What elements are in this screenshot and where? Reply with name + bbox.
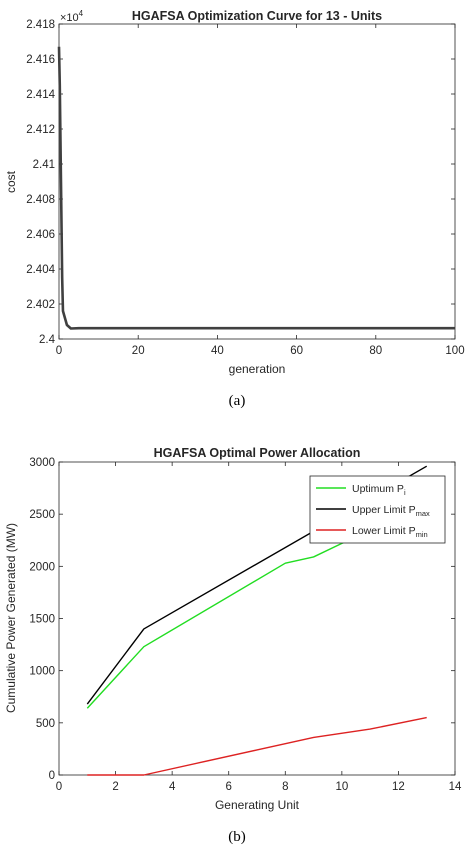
chart-a-y-tick-label: 2.404: [26, 264, 55, 276]
chart-a-y-tick-label: 2.402: [26, 299, 55, 311]
chart-a-y-multiplier: ×104: [60, 9, 84, 24]
chart-a-x-tick-label: 0: [56, 345, 62, 357]
chart-b-y-tick-label: 2500: [29, 509, 55, 521]
chart-b-x-tick-label: 6: [226, 781, 232, 793]
chart-b-legend-entry-1: Upper Limit Pmax: [352, 504, 430, 518]
chart-a-series-line-0: [57, 46, 455, 330]
chart-b-legend-label-1: Upper Limit P: [352, 504, 416, 516]
chart-b-legend-label-0: Uptimum P: [352, 483, 404, 495]
chart-a-y-multiplier-base: ×10: [60, 12, 79, 24]
chart-a-y-tick-label: 2.406: [26, 229, 55, 241]
chart-b-series-line-2: [87, 716, 427, 776]
chart-a-y-tick-label: 2.4: [39, 334, 56, 346]
chart-b-y-tick-label: 0: [49, 770, 55, 782]
chart-b-x-tick-label: 2: [112, 781, 118, 793]
chart-a-y-multiplier-exponent: 4: [79, 9, 84, 18]
chart-a-y-tick-label: 2.418: [26, 19, 55, 31]
chart-a-x-tick-label: 100: [445, 345, 464, 357]
chart-panel-a: HGAFSA Optimization Curve for 13 - Units…: [4, 9, 465, 409]
chart-b-legend-subscript-2: min: [416, 530, 428, 539]
chart-a-y-tick-label: 2.41: [33, 159, 55, 171]
chart-b-y-tick-label: 1500: [29, 614, 55, 626]
chart-b-y-tick-label: 1000: [29, 666, 55, 678]
chart-a-y-tick-label: 2.414: [26, 89, 55, 101]
chart-b-title: HGAFSA Optimal Power Allocation: [154, 446, 361, 460]
chart-a-plot-area: 0 20 40 60 80 1002.42.4022.4042.4062.4082.412…: [26, 19, 464, 357]
chart-a-x-tick-label: 40: [211, 345, 224, 357]
chart-b-legend-entry-0: Uptimum Pi: [352, 483, 406, 497]
chart-a-axes-box: [58, 23, 456, 340]
chart-a-x-tick-label: 20: [132, 345, 145, 357]
chart-b-legend-label-2: Lower Limit P: [352, 525, 416, 537]
chart-b-x-tick-label: 12: [392, 781, 405, 793]
chart-a-title: HGAFSA Optimization Curve for 13 - Units: [132, 9, 382, 23]
chart-b-y-tick-label: 500: [36, 718, 55, 730]
chart-b-y-axis-label: Cumulative Power Generated (MW): [4, 523, 18, 713]
chart-a-y-tick-label: 2.408: [26, 194, 55, 206]
chart-b-y-tick-label: 2000: [29, 561, 55, 573]
chart-b-legend-subscript-1: max: [416, 509, 430, 518]
chart-a-panel-caption: (a): [229, 393, 246, 409]
chart-b-panel-caption: (b): [228, 829, 246, 845]
chart-a-x-axis-label: generation: [229, 362, 286, 376]
chart-b-x-tick-label: 4: [169, 781, 176, 793]
chart-b-x-tick-label: 10: [335, 781, 348, 793]
chart-panel-b: HGAFSA Optimal Power Allocation 0 2 4 6 8 10 1…: [4, 446, 462, 845]
chart-b-x-tick-label: 8: [282, 781, 288, 793]
chart-b-legend-subscript-0: i: [404, 488, 406, 497]
chart-b-legend-entry-2: Lower Limit Pmin: [352, 525, 428, 539]
chart-a-y-tick-label: 2.416: [26, 54, 55, 66]
chart-b-y-tick-label: 3000: [29, 457, 55, 469]
chart-a-x-tick-label: 80: [369, 345, 382, 357]
chart-a-x-tick-label: 60: [290, 345, 303, 357]
chart-a-y-axis-label: cost: [4, 170, 18, 193]
chart-b-x-axis-label: Generating Unit: [215, 798, 300, 812]
chart-b-x-tick-label: 14: [449, 781, 462, 793]
chart-b-x-tick-label: 0: [56, 781, 62, 793]
chart-a-y-tick-label: 2.412: [26, 124, 55, 136]
